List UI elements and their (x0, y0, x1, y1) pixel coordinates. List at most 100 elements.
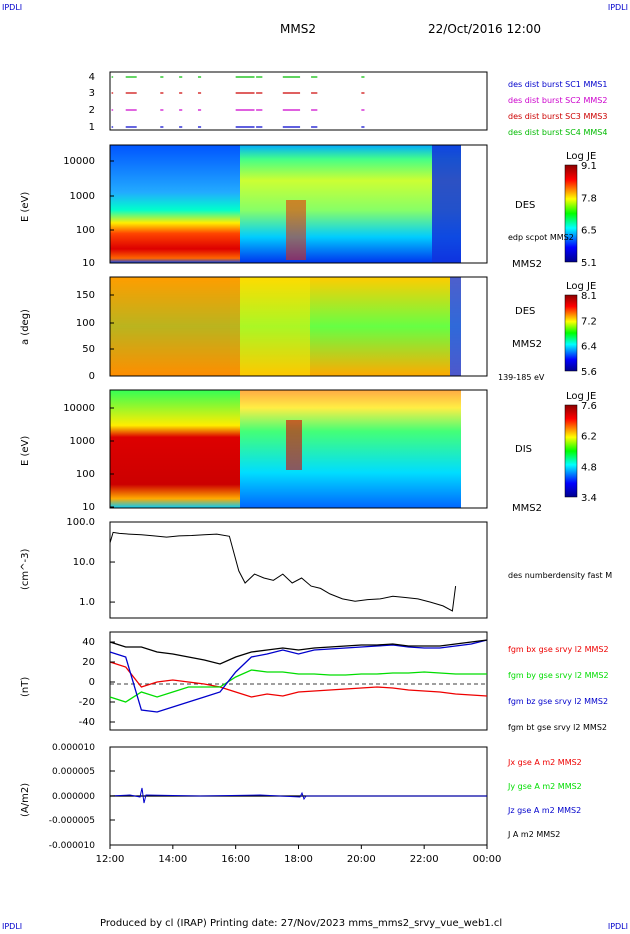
corner-label-top-left: IPDLI (2, 3, 23, 12)
footer-text: Produced by cl (IRAP) Printing date: 27/… (100, 918, 503, 929)
time-tick-label: 00:00 (473, 854, 502, 865)
time-tick-label: 20:00 (347, 854, 376, 865)
des-energy-red-spike (286, 200, 306, 260)
magnetic-ytick-label: -40 (79, 717, 95, 728)
current-panel (109, 746, 488, 846)
density-legend-entry: des numberdensity fast M (508, 571, 612, 580)
colorbar-tick-label: 6.5 (581, 226, 597, 237)
corner-label-top-right: IPDLI (607, 3, 628, 12)
magnetic-series-line (109, 639, 488, 713)
panel-right-label: 139-185 eV (498, 373, 545, 382)
spectrogram-ytick-label: 1000 (70, 436, 95, 447)
des-energy-late-block (432, 145, 461, 263)
burst-panel (109, 71, 488, 131)
corner-label-bottom-left: IPDLI (2, 922, 23, 931)
spectrogram-ytick-label: 100 (76, 318, 95, 329)
panel-right-label: DES (515, 306, 535, 317)
spectrogram-ytick-label: 150 (76, 290, 95, 301)
current-ytick-label: 0.000000 (52, 792, 95, 802)
burst-ytick-label: 3 (89, 88, 95, 99)
des-pitch-early (110, 277, 240, 376)
time-tick-label: 18:00 (284, 854, 313, 865)
burst-ytick-label: 4 (89, 72, 95, 83)
density-ytick-label: 100.0 (66, 517, 95, 528)
current-legend-entry: J A m2 MMS2 (507, 830, 560, 839)
colorbar-tick-label: 5.1 (581, 258, 597, 269)
time-tick-label: 14:00 (158, 854, 187, 865)
spectrogram-ytick-label: 0 (89, 371, 95, 382)
des-energy-colorbar (564, 164, 578, 263)
spectrogram-ytick-label: 10000 (63, 156, 95, 167)
dis-energy-spectrogram-early (110, 390, 240, 508)
des-pitch-late (450, 277, 461, 376)
colorbar-tick-label: 7.8 (581, 193, 597, 204)
corner-label-bottom-right: IPDLI (607, 922, 628, 931)
colorbar-tick-label: 3.4 (581, 493, 597, 504)
spacecraft-title: MMS2 (280, 22, 316, 36)
current-ytick-label: 0.000005 (52, 767, 95, 777)
magnetic-series (109, 639, 488, 713)
panel-right-label: MMS2 (512, 339, 542, 350)
burst-legend-entry: des dist burst SC2 MMS2 (508, 96, 607, 105)
density-ytick-label: 1.0 (79, 597, 95, 608)
magnetic-series-line (109, 661, 488, 698)
spectrogram-ytick-label: 100 (76, 469, 95, 480)
magnetic-ytick-label: 0 (89, 677, 95, 688)
colorbar-tick-label: 7.6 (581, 401, 597, 412)
panel-right-label: DES (515, 200, 535, 211)
dis-energy-colorbar (564, 404, 578, 498)
burst-ytick-label: 1 (89, 122, 95, 133)
magnetic-panel (109, 631, 488, 731)
density-panel (109, 521, 488, 619)
colorbar-tick-label: 6.2 (581, 432, 597, 443)
burst-legend-entry: des dist burst SC1 MMS1 (508, 80, 607, 89)
magnetic-ytick-label: 40 (82, 637, 95, 648)
des-pitch-colorbar (564, 294, 578, 372)
spectrogram-ytick-label: 50 (82, 344, 95, 355)
burst-ytick-label: 2 (89, 105, 95, 116)
des-energy-frame (109, 144, 488, 264)
burst-legend-entry: des dist burst SC4 MMS4 (508, 128, 607, 137)
magnetic-legend-entry: fgm by gse srvy l2 MMS2 (508, 671, 609, 680)
magnetic-series-line (109, 669, 487, 703)
dis-energy-red-spike (286, 420, 302, 470)
colorbar-tick-label: 9.1 (581, 161, 597, 172)
magnetic-legend-entry: fgm bt gse srvy l2 MMS2 (508, 723, 607, 732)
time-tick-label: 16:00 (221, 854, 250, 865)
axis-labels: 12:00 14:00 16:00 18:00 20:00 22:00 00:00 4 3 2 1 d… (49, 72, 612, 865)
magnetic-legend-entry: fgm bx gse srvy l2 MMS2 (508, 645, 609, 654)
density-ytick-label: 10.0 (73, 557, 95, 568)
des-energy-spectrogram-early (110, 145, 240, 263)
colorbar-tick-label: 7.2 (581, 316, 597, 327)
colorbar-title: Log JE (566, 151, 596, 162)
burst-legend-entry: des dist burst SC3 MMS3 (508, 112, 607, 121)
des-pitch-mid (240, 277, 310, 376)
density-frame (109, 521, 488, 619)
colorbar-title: Log JE (566, 281, 596, 292)
magnetic-legend-entry: fgm bz gse srvy l2 MMS2 (508, 697, 608, 706)
current-legend-entry: Jz gse A m2 MMS2 (507, 806, 581, 815)
spectrogram-ytick-label: 100 (76, 225, 95, 236)
time-tick-label: 22:00 (410, 854, 439, 865)
spectrogram-ytick-label: 10000 (63, 403, 95, 414)
colorbar-title: Log JE (566, 391, 596, 402)
magnetic-series-line (109, 639, 488, 665)
date-title: 22/Oct/2016 12:00 (428, 22, 542, 36)
burst-intervals (111, 76, 365, 128)
dis-energy-panel (109, 389, 578, 509)
colorbar-tick-label: 5.6 (581, 367, 597, 378)
time-tick-label: 12:00 (96, 854, 125, 865)
des-energy-panel (109, 144, 578, 264)
current-legend-entry: Jx gse A m2 MMS2 (507, 758, 582, 767)
spectrogram-ytick-label: 1000 (70, 191, 95, 202)
spectrogram-ytick-label: 10 (82, 258, 95, 269)
panel-right-label: edp scpot MMS2 (508, 233, 574, 242)
burst-frame (109, 71, 488, 131)
spectrogram-ytick-label: 10 (82, 502, 95, 513)
current-ytick-label: -0.000005 (49, 816, 95, 826)
panel-right-label: MMS2 (512, 259, 542, 270)
magnetic-ytick-label: 20 (82, 657, 95, 668)
panel-right-label: MMS2 (512, 503, 542, 514)
current-jz-line (109, 787, 487, 804)
